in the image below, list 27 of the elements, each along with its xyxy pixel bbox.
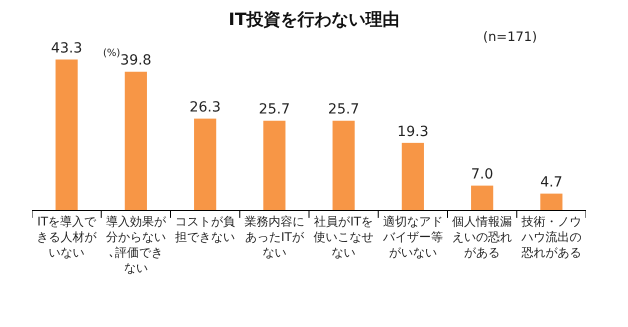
x-tick-label: 個人情報漏えいの恐れがある xyxy=(452,214,512,260)
data-label: 26.3 xyxy=(190,100,221,116)
x-tick-label: コストが負担できない xyxy=(175,214,236,244)
data-label: 19.3 xyxy=(397,124,428,140)
data-label: 25.7 xyxy=(258,102,290,118)
data-label: 7.0 xyxy=(470,166,494,183)
bar xyxy=(124,72,147,210)
x-tick-label: 社員がITを使いこなせない xyxy=(314,214,374,260)
x-tick-label: 業務内容にあったITがない xyxy=(244,214,305,260)
bar xyxy=(402,142,424,210)
data-label: 25.7 xyxy=(328,102,360,118)
data-label: 4.7 xyxy=(540,174,563,191)
x-tick-label: 技術・ノウハウ流出の恐れがある xyxy=(520,214,582,260)
chart-title: IT投資を行わない理由 xyxy=(228,10,400,30)
bar xyxy=(332,120,355,210)
bar xyxy=(471,186,494,210)
bar xyxy=(194,118,216,210)
bar xyxy=(263,120,286,210)
data-label: 39.8 xyxy=(120,52,152,69)
bar xyxy=(56,60,78,210)
x-tick-label: ITを導入できる人材がいない xyxy=(36,214,98,260)
text: (%) xyxy=(103,48,120,59)
data-label: 43.3 xyxy=(51,40,82,57)
x-tick-label: 適切なアドバイザー等がいない xyxy=(382,214,443,260)
text: (n=171) xyxy=(483,30,538,45)
bar xyxy=(540,194,562,210)
x-tick-label: 導入効果が分からない､評価できない xyxy=(106,214,167,276)
